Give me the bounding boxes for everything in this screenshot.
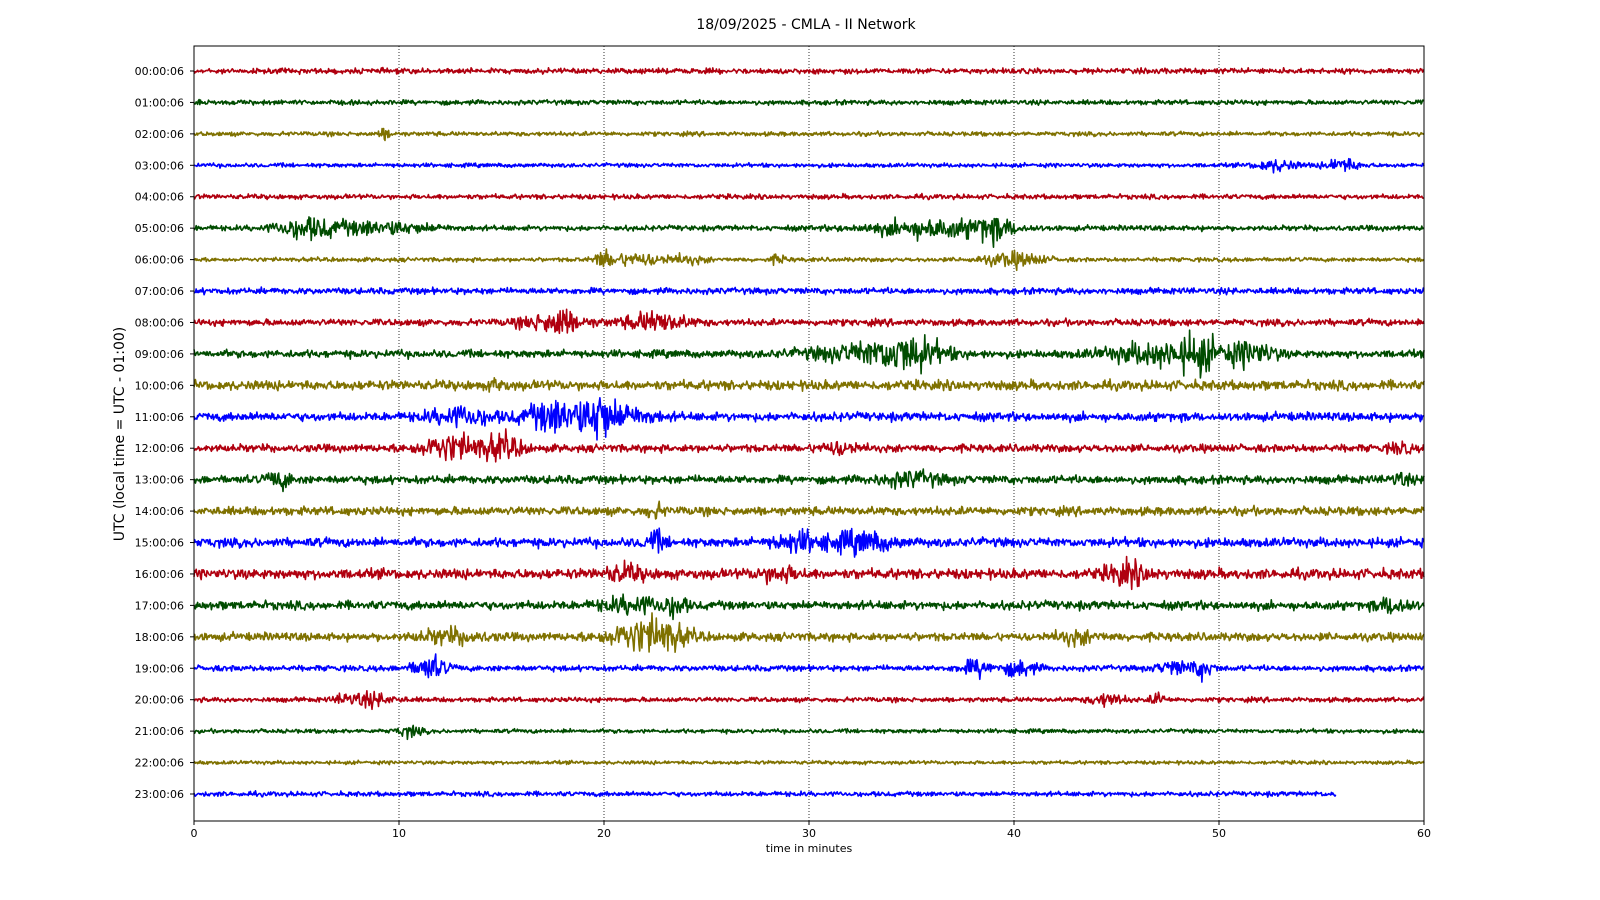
y-tick-label: 22:00:06: [135, 757, 184, 770]
trace-14-00-06: [193, 500, 1425, 520]
trace-21-00-06: [193, 724, 1425, 741]
y-axis-label: UTC (local time = UTC - 01:00): [112, 327, 128, 542]
trace-23-00-06: [193, 790, 1337, 798]
y-tick-label: 14:00:06: [135, 505, 184, 518]
trace-13-00-06: [193, 468, 1425, 493]
trace-02-00-06: [193, 127, 1425, 142]
trace-09-00-06: [193, 329, 1425, 379]
y-axis-ticks: 00:00:06 01:00:06 02:00:06 03:00:06 04:00:06…: [135, 65, 194, 801]
y-tick-label: 06:00:06: [135, 254, 184, 267]
chart-title: 18/09/2025 - CMLA - II Network: [696, 17, 916, 33]
trace-19-00-06: [193, 653, 1425, 683]
y-tick-label: 20:00:06: [135, 694, 184, 707]
y-tick-label: 10:00:06: [135, 379, 184, 392]
y-tick-label: 21:00:06: [135, 725, 184, 738]
y-tick-label: 05:00:06: [135, 222, 184, 235]
trace-00-00-06: [193, 66, 1425, 76]
x-tick-label: 20: [597, 827, 611, 840]
y-tick-label: 23:00:06: [135, 788, 184, 801]
y-tick-label: 08:00:06: [135, 316, 184, 329]
y-tick-label: 03:00:06: [135, 159, 184, 172]
trace-22-00-06: [193, 759, 1425, 766]
x-axis-ticks: 0 10 20 30 40 50 60: [191, 821, 1431, 840]
y-tick-label: 02:00:06: [135, 128, 184, 141]
y-tick-label: 11:00:06: [135, 411, 184, 424]
trace-05-00-06: [193, 216, 1425, 248]
trace-01-00-06: [193, 98, 1425, 107]
seismic-traces: [193, 66, 1425, 798]
y-tick-label: 07:00:06: [135, 285, 184, 298]
y-tick-label: 01:00:06: [135, 96, 184, 109]
trace-18-00-06: [193, 612, 1425, 653]
trace-11-00-06: [193, 397, 1425, 441]
y-tick-label: 16:00:06: [135, 568, 184, 581]
trace-17-00-06: [193, 593, 1425, 621]
y-tick-label: 12:00:06: [135, 442, 184, 455]
y-tick-label: 04:00:06: [135, 191, 184, 204]
y-tick-label: 18:00:06: [135, 631, 184, 644]
x-axis-label: time in minutes: [766, 842, 853, 855]
trace-12-00-06: [193, 428, 1425, 463]
trace-07-00-06: [193, 286, 1425, 296]
y-tick-label: 13:00:06: [135, 474, 184, 487]
trace-20-00-06: [193, 690, 1425, 711]
trace-08-00-06: [193, 308, 1425, 335]
x-tick-label: 10: [392, 827, 406, 840]
y-tick-label: 09:00:06: [135, 348, 184, 361]
trace-10-00-06: [193, 377, 1425, 393]
trace-04-00-06: [193, 192, 1425, 201]
x-tick-label: 50: [1212, 827, 1226, 840]
x-tick-label: 0: [191, 827, 198, 840]
trace-06-00-06: [193, 248, 1425, 272]
trace-16-00-06: [193, 555, 1425, 591]
trace-03-00-06: [193, 157, 1425, 174]
x-tick-label: 40: [1007, 827, 1021, 840]
trace-15-00-06: [193, 527, 1425, 558]
x-tick-label: 30: [802, 827, 816, 840]
y-tick-label: 19:00:06: [135, 662, 184, 675]
grid-lines: [398, 46, 1220, 821]
x-tick-label: 60: [1417, 827, 1431, 840]
y-tick-label: 00:00:06: [135, 65, 184, 78]
y-tick-label: 17:00:06: [135, 599, 184, 612]
y-tick-label: 15:00:06: [135, 537, 184, 550]
